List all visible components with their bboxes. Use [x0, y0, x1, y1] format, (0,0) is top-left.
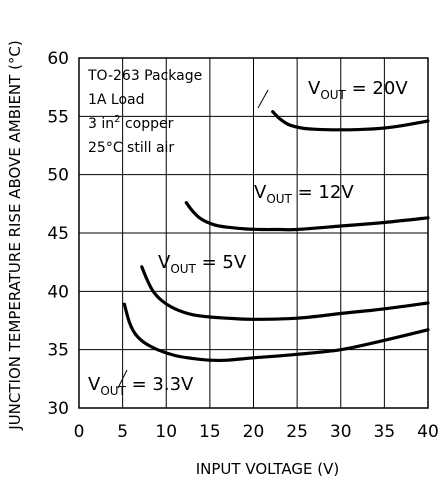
grid-lines	[79, 58, 428, 408]
y-tick-label: 60	[47, 49, 69, 69]
condition-load: 1A Load	[88, 92, 145, 108]
y-tick-labels: 30 35 40 45 50 55 60	[47, 49, 69, 419]
condition-copper-area: 3 in	[88, 116, 114, 132]
series-pointer-3-3v	[117, 369, 128, 389]
series-label-3-3v-value: = 3.3V	[126, 374, 194, 395]
series-labels: VOUT = 20V VOUT = 12V VOUT = 5V VOUT = 3…	[88, 78, 408, 398]
x-tick-label: 20	[243, 422, 265, 442]
condition-copper-material: copper	[121, 116, 174, 132]
series-line-1	[140, 265, 430, 321]
y-tick-label: 50	[47, 166, 69, 186]
series-label-12v: VOUT = 12V	[254, 182, 354, 206]
series-curves	[122, 110, 430, 363]
series-label-12v-value: = 12V	[292, 182, 354, 203]
y-tick-label: 35	[47, 341, 69, 361]
series-label-20v: VOUT = 20V	[308, 78, 408, 102]
y-tick-label: 40	[47, 282, 69, 302]
plot-frame	[78, 57, 429, 409]
condition-copper: 3 in2 copper	[88, 114, 174, 132]
x-axis-label: INPUT VOLTAGE (V)	[196, 460, 340, 478]
test-conditions-note: TO-263 Package 1A Load 3 in2 copper 25°C…	[87, 68, 202, 156]
condition-copper-exponent: 2	[114, 114, 120, 125]
y-tick-label: 30	[47, 399, 69, 419]
x-tick-label: 15	[199, 422, 221, 442]
x-tick-label: 35	[374, 422, 396, 442]
series-label-5v-main: V	[158, 252, 171, 273]
x-tick-label: 25	[286, 422, 308, 442]
x-tick-label: 0	[74, 422, 85, 442]
series-label-3-3v: VOUT = 3.3V	[88, 374, 194, 398]
x-tick-labels: 0 5 10 15 20 25 30 35 40	[74, 422, 439, 442]
series-label-5v-sub: OUT	[170, 262, 196, 276]
y-tick-label: 45	[47, 224, 69, 244]
series-label-5v: VOUT = 5V	[158, 252, 247, 276]
condition-air: 25°C still air	[88, 140, 174, 156]
y-tick-label: 55	[47, 107, 69, 127]
series-label-20v-value: = 20V	[346, 78, 408, 99]
condition-package: TO-263 Package	[87, 68, 202, 84]
series-label-3-3v-main: V	[88, 374, 101, 395]
series-label-3-3v-sub: OUT	[100, 384, 126, 398]
x-tick-label: 10	[155, 422, 177, 442]
series-label-20v-main: V	[308, 78, 321, 99]
x-tick-label: 30	[330, 422, 352, 442]
series-label-20v-sub: OUT	[320, 88, 346, 102]
series-label-5v-value: = 5V	[196, 252, 247, 273]
series-pointer-20v	[257, 89, 269, 109]
y-axis-label: JUNCTION TEMPERATURE RISE ABOVE AMBIENT …	[6, 40, 24, 430]
series-line-0	[122, 302, 430, 363]
x-tick-label: 40	[417, 422, 439, 442]
series-label-12v-main: V	[254, 182, 267, 203]
series-label-12v-sub: OUT	[266, 192, 292, 206]
series-line-3	[271, 110, 430, 132]
series-line-2	[184, 201, 430, 232]
x-tick-label: 5	[117, 422, 128, 442]
